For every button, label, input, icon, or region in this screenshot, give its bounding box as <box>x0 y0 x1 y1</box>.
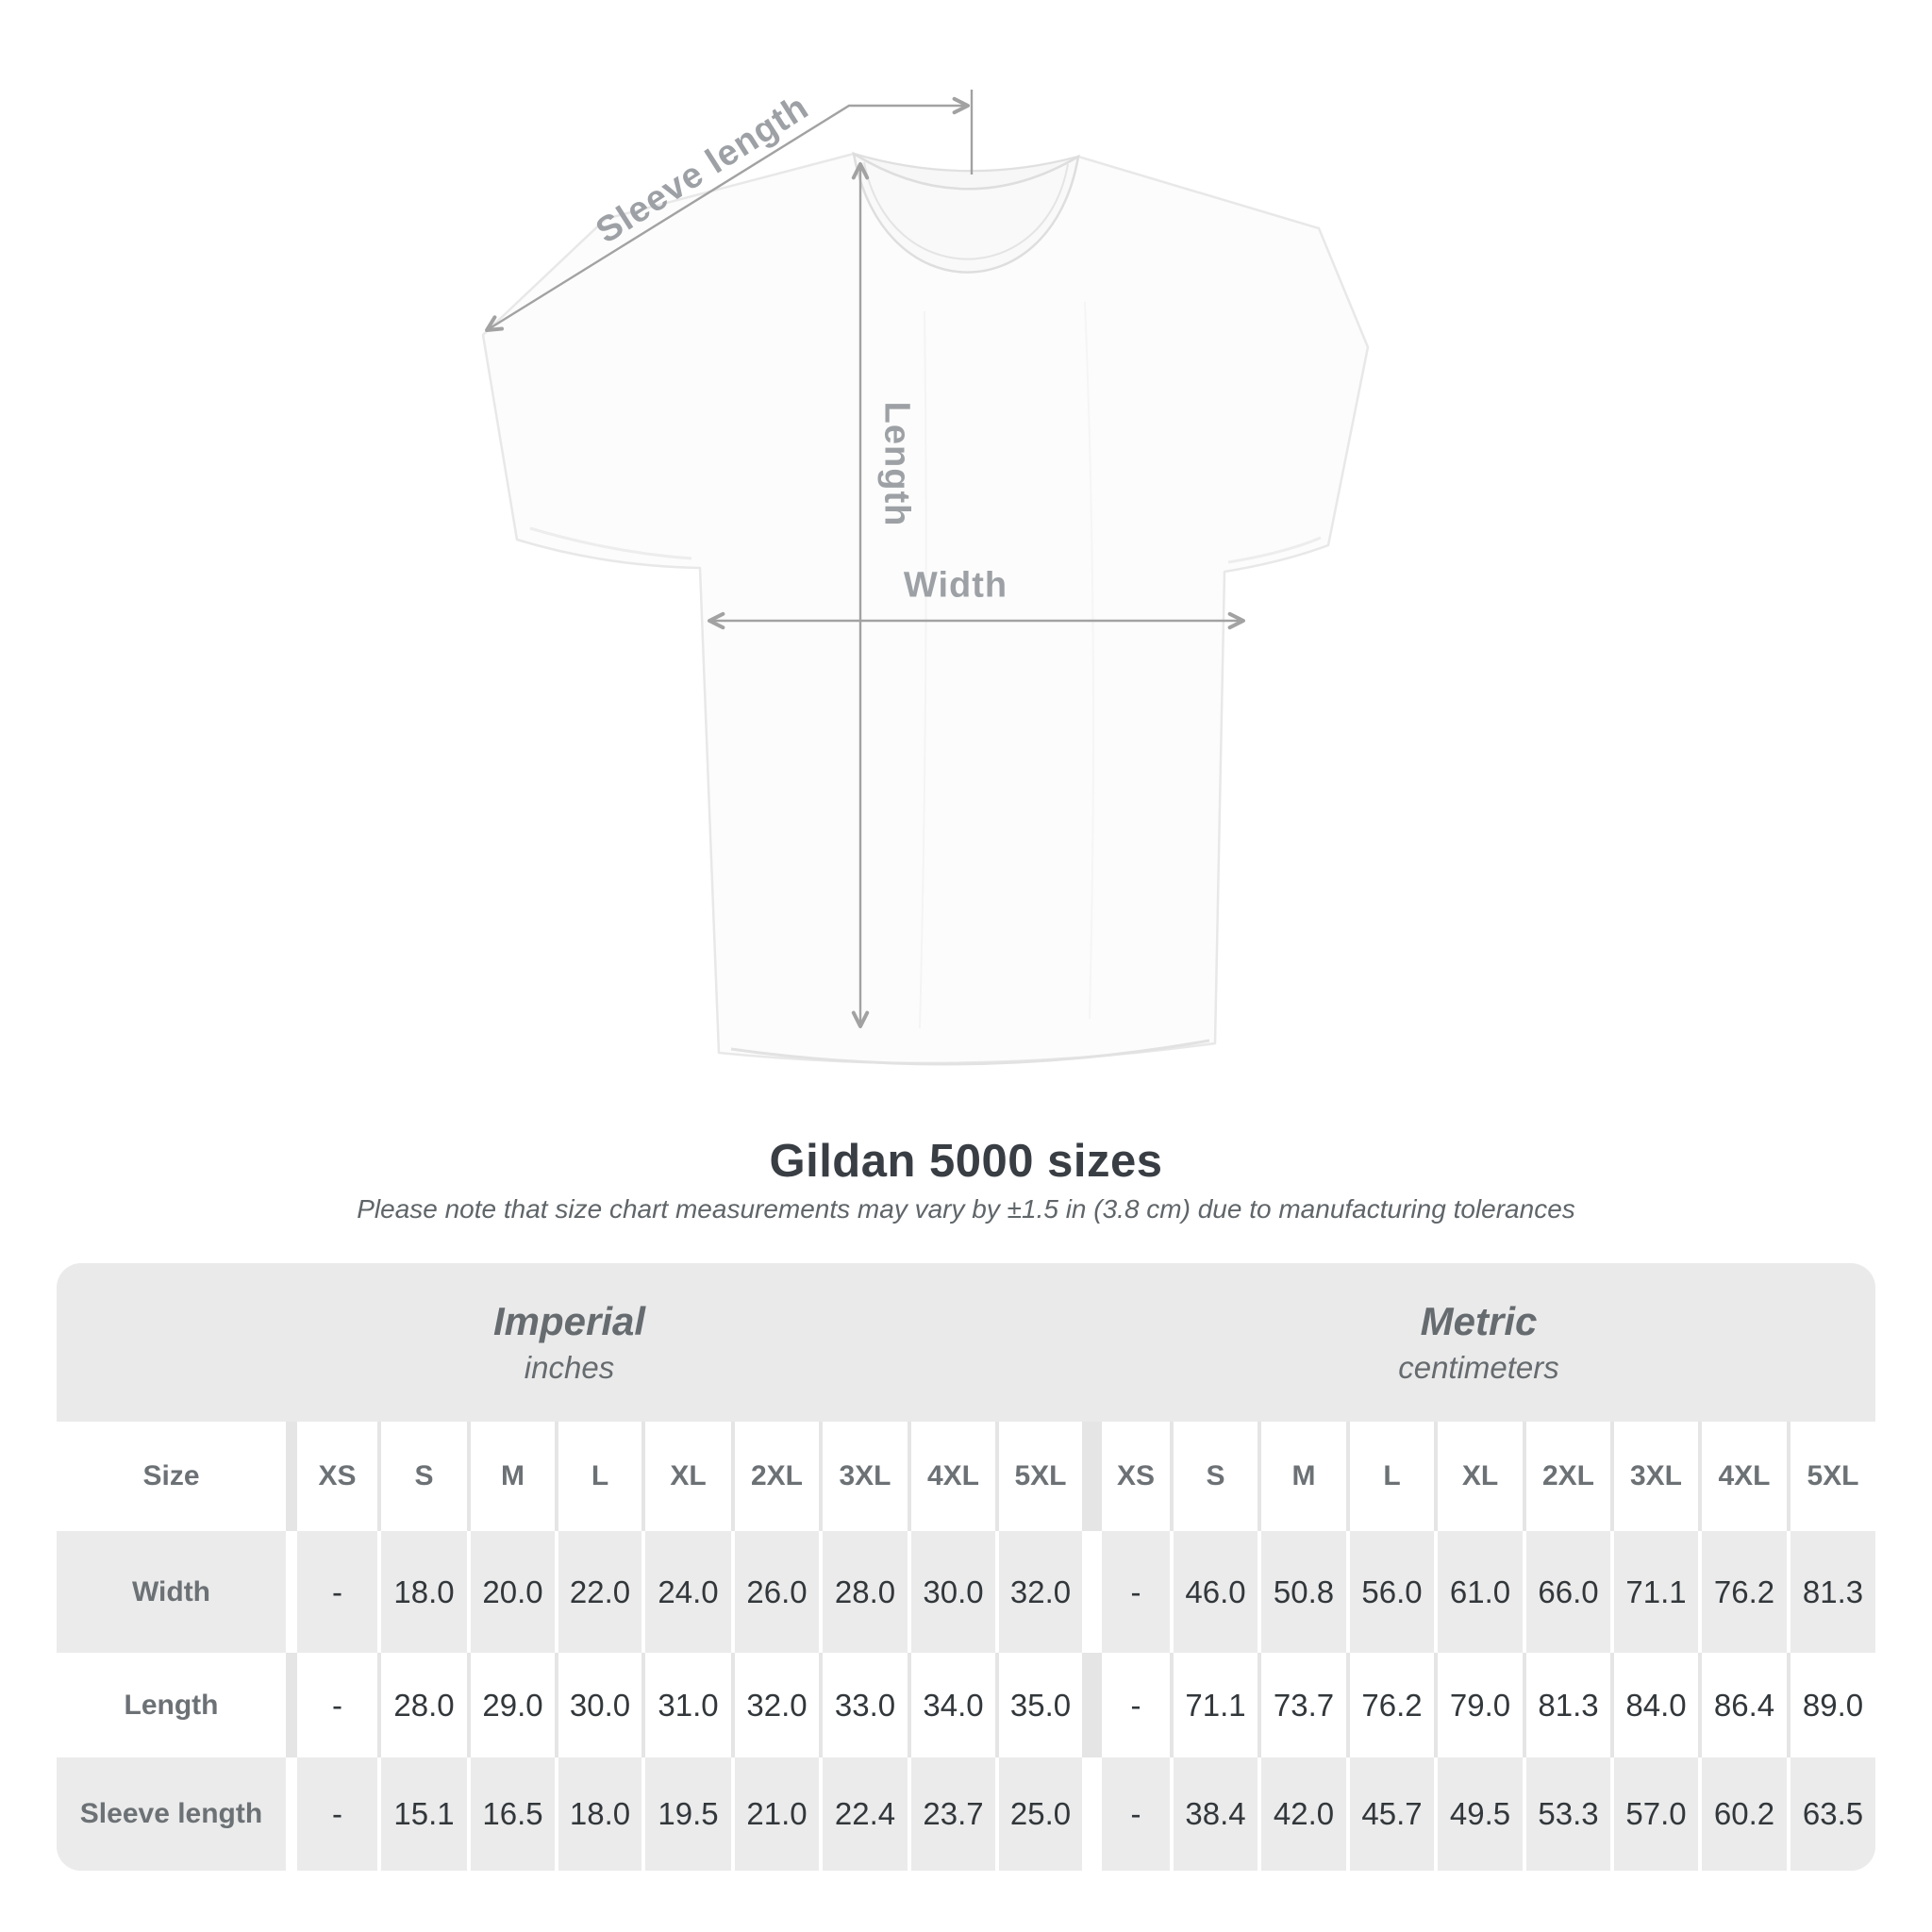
size-header-metric: 5XL <box>1787 1422 1875 1531</box>
measurement-row-label: Length <box>124 1689 219 1721</box>
measurement-cell-metric: 53.3 <box>1523 1757 1610 1871</box>
size-column-header: Size <box>142 1460 200 1491</box>
measurement-cell-metric: 66.0 <box>1523 1531 1610 1653</box>
measurement-cell-imperial: 28.0 <box>819 1531 908 1653</box>
size-header-metric: 4XL <box>1698 1422 1787 1531</box>
size-chart-table: Imperial inches Metric centimeters Size X… <box>57 1263 1875 1871</box>
length-dimension-label: Length <box>876 401 917 527</box>
size-header-metric: XS <box>1082 1422 1170 1531</box>
size-header-metric: L <box>1346 1422 1434 1531</box>
measurement-cell-imperial: 30.0 <box>908 1531 995 1653</box>
sleeve-length-arrow <box>485 96 970 332</box>
measurement-cell-metric: 57.0 <box>1610 1757 1698 1871</box>
measurement-cell-metric: 56.0 <box>1346 1531 1434 1653</box>
measurement-row-label: Width <box>131 1575 211 1607</box>
measurement-cell-imperial: 18.0 <box>377 1531 467 1653</box>
measurement-cell-metric: 84.0 <box>1610 1653 1698 1757</box>
measurement-cell-metric: 81.3 <box>1523 1653 1610 1757</box>
measurement-cell-imperial: - <box>286 1653 377 1757</box>
size-header-imperial: XL <box>641 1422 731 1531</box>
measurement-cell-metric: 42.0 <box>1257 1757 1346 1871</box>
measurement-cell-imperial: 22.0 <box>555 1531 641 1653</box>
measurement-cell-metric: 81.3 <box>1787 1531 1875 1653</box>
measurement-cell-metric: 63.5 <box>1787 1757 1875 1871</box>
measurement-cell-imperial: 19.5 <box>641 1757 731 1871</box>
size-header-metric: 2XL <box>1523 1422 1610 1531</box>
measurement-cell-imperial: 20.0 <box>467 1531 555 1653</box>
size-header-imperial: 2XL <box>731 1422 819 1531</box>
measurement-cell-metric: 71.1 <box>1610 1531 1698 1653</box>
table-body: Size XS S M L XL 2XL 3XL 4XL 5XL XS S M L XL 2XL 3XL 4XL 5… <box>57 1422 1875 1871</box>
metric-section-unit: centimeters <box>1398 1350 1559 1385</box>
size-header-imperial: XS <box>286 1422 377 1531</box>
measurement-cell-imperial: 15.1 <box>377 1757 467 1871</box>
imperial-section-unit: inches <box>524 1350 615 1385</box>
measurement-cell-metric: 73.7 <box>1257 1653 1346 1757</box>
metric-section-title: Metric <box>1420 1299 1538 1343</box>
measurement-cell-imperial: 33.0 <box>819 1653 908 1757</box>
measurement-cell-metric: 76.2 <box>1346 1653 1434 1757</box>
measurement-cell-imperial: 32.0 <box>995 1531 1082 1653</box>
measurement-row: Sleeve length -15.1 16.5 18.0 19.5 21.0 22.4 23… <box>57 1757 1875 1871</box>
measurement-cell-metric: 60.2 <box>1698 1757 1787 1871</box>
unit-header-band: Imperial inches Metric centimeters <box>57 1263 1875 1422</box>
measurement-cell-imperial: - <box>286 1531 377 1653</box>
measurement-cell-metric: 45.7 <box>1346 1757 1434 1871</box>
measurement-cell-metric: 49.5 <box>1434 1757 1523 1871</box>
measurement-cell-metric: - <box>1082 1531 1170 1653</box>
measurement-cell-imperial: 22.4 <box>819 1757 908 1871</box>
measurement-cell-metric: 61.0 <box>1434 1531 1523 1653</box>
size-header-imperial: 4XL <box>908 1422 995 1531</box>
measurement-row-label: Sleeve length <box>79 1798 263 1829</box>
measurement-cell-metric: 86.4 <box>1698 1653 1787 1757</box>
measurement-cell-imperial: 24.0 <box>641 1531 731 1653</box>
measurement-cell-metric: 76.2 <box>1698 1531 1787 1653</box>
measurement-cell-imperial: 32.0 <box>731 1653 819 1757</box>
measurement-cell-imperial: 35.0 <box>995 1653 1082 1757</box>
measurement-cell-imperial: 25.0 <box>995 1757 1082 1871</box>
tshirt-photo <box>481 151 1370 1066</box>
measurement-cell-imperial: 16.5 <box>467 1757 555 1871</box>
measurement-cell-imperial: 34.0 <box>908 1653 995 1757</box>
metric-section-header: Metric centimeters <box>1082 1263 1875 1422</box>
imperial-section-title: Imperial <box>492 1299 646 1343</box>
size-header-row: Size XS S M L XL 2XL 3XL 4XL 5XL XS S M L XL 2XL 3XL 4XL 5… <box>57 1422 1875 1531</box>
measurement-cell-metric: 71.1 <box>1170 1653 1257 1757</box>
measurement-cell-metric: - <box>1082 1757 1170 1871</box>
page-title: Gildan 5000 sizes <box>769 1136 1163 1187</box>
measurement-cell-imperial: 26.0 <box>731 1531 819 1653</box>
size-header-imperial: 5XL <box>995 1422 1082 1531</box>
measurement-cell-imperial: 28.0 <box>377 1653 467 1757</box>
size-header-metric: 3XL <box>1610 1422 1698 1531</box>
size-header-imperial: M <box>467 1422 555 1531</box>
measurement-cell-imperial: 29.0 <box>467 1653 555 1757</box>
size-header-imperial: 3XL <box>819 1422 908 1531</box>
measurement-row: Width -18.0 20.0 22.0 24.0 26.0 28.0 30.0 32.0-4… <box>57 1531 1875 1653</box>
measurement-row: Length -28.0 29.0 30.0 31.0 32.0 33.0 34.0 35.0-… <box>57 1653 1875 1757</box>
measurement-cell-imperial: 23.7 <box>908 1757 995 1871</box>
measurement-cell-metric: 50.8 <box>1257 1531 1346 1653</box>
size-header-imperial: L <box>555 1422 641 1531</box>
measurement-cell-metric: 89.0 <box>1787 1653 1875 1757</box>
measurement-cell-imperial: 31.0 <box>641 1653 731 1757</box>
width-dimension-label: Width <box>903 565 1008 606</box>
measurement-cell-imperial: - <box>286 1757 377 1871</box>
measurement-cell-imperial: 18.0 <box>555 1757 641 1871</box>
measurement-cell-metric: - <box>1082 1653 1170 1757</box>
tolerance-note: Please note that size chart measurements… <box>357 1194 1575 1224</box>
imperial-section-header: Imperial inches <box>57 1263 1082 1422</box>
dimension-arrows <box>485 90 1245 1028</box>
size-header-metric: M <box>1257 1422 1346 1531</box>
size-header-metric: S <box>1170 1422 1257 1531</box>
measurement-cell-imperial: 30.0 <box>555 1653 641 1757</box>
measurement-cell-metric: 38.4 <box>1170 1757 1257 1871</box>
measurement-cell-metric: 79.0 <box>1434 1653 1523 1757</box>
size-header-metric: XL <box>1434 1422 1523 1531</box>
size-table-grid: Size XS S M L XL 2XL 3XL 4XL 5XL XS S M L XL 2XL 3XL 4XL 5… <box>57 1422 1875 1871</box>
measurement-cell-imperial: 21.0 <box>731 1757 819 1871</box>
size-header-imperial: S <box>377 1422 467 1531</box>
measurement-cell-metric: 46.0 <box>1170 1531 1257 1653</box>
